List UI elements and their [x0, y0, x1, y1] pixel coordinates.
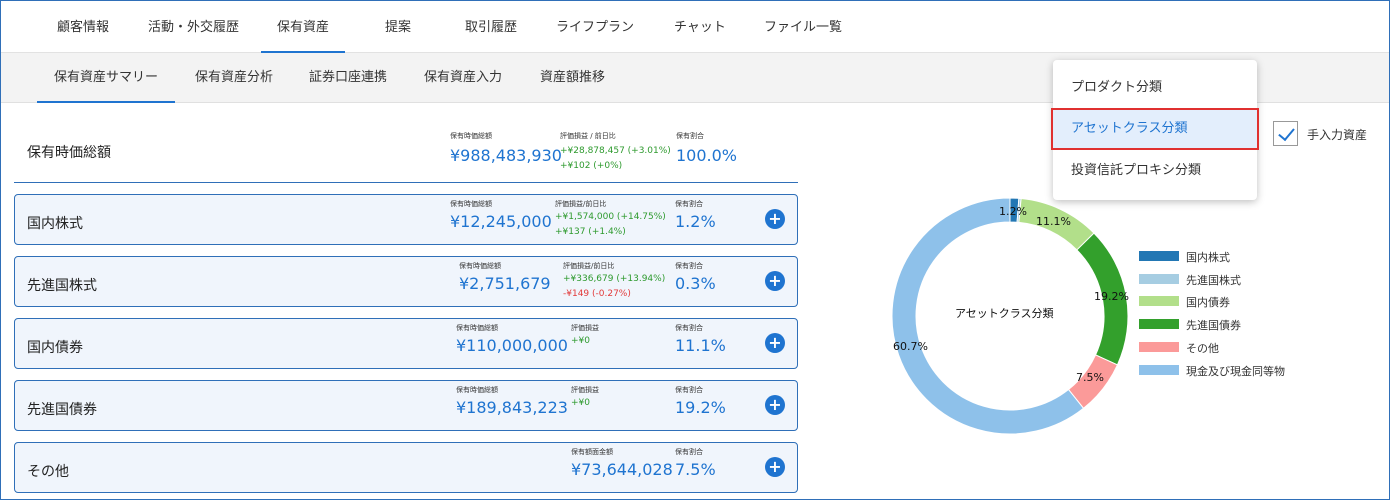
value-label: 保有時価総額	[456, 386, 498, 394]
legend-swatch	[1139, 342, 1179, 352]
ratio-label: 保有割合	[675, 386, 703, 394]
ratio: 11.1%	[675, 336, 726, 355]
tab-transaction-history[interactable]: 取引履歴	[465, 20, 518, 35]
total-day-change: +¥102 (+0%)	[560, 161, 623, 171]
chart-center-label: アセットクラス分類	[955, 307, 1054, 320]
total-pl: +¥28,878,457 (+3.01%)	[560, 146, 671, 156]
asset-class-donut-chart	[891, 197, 1129, 435]
pl: +¥336,679 (+13.94%)	[563, 274, 666, 284]
ratio: 7.5%	[675, 460, 716, 479]
card-title: 国内株式	[27, 216, 83, 232]
menu-item-asset-class-classification[interactable]: アセットクラス分類	[1051, 108, 1259, 150]
total-pl-label: 評価損益 / 前日比	[560, 132, 616, 140]
total-title: 保有時価総額	[27, 145, 111, 161]
tab-holdings[interactable]: 保有資産	[260, 1, 346, 53]
asset-card-other[interactable]: その他 保有額面金額 ¥73,644,028 保有割合 7.5% +	[14, 442, 798, 493]
total-value: ¥988,483,930	[450, 146, 562, 165]
ratio-label: 保有割合	[675, 324, 703, 332]
ratio-label: 保有割合	[675, 200, 703, 208]
value-label: 保有時価総額	[459, 262, 501, 270]
total-ratio-label: 保有割合	[676, 132, 704, 140]
legend-label: 国内株式	[1186, 251, 1230, 264]
legend-swatch	[1139, 251, 1179, 261]
manual-input-label: 手入力資産	[1307, 128, 1368, 142]
asset-card-domestic-stock[interactable]: 国内株式 保有時価総額 ¥12,245,000 評価損益/前日比 +¥1,574…	[14, 194, 798, 245]
value-label: 保有時価総額	[456, 324, 498, 332]
ratio: 1.2%	[675, 212, 716, 231]
plus-circle-icon[interactable]: +	[765, 395, 785, 415]
value: ¥2,751,679	[459, 274, 551, 293]
pl: +¥0	[571, 336, 590, 346]
asset-card-developed-stock[interactable]: 先進国株式 保有時価総額 ¥2,751,679 評価損益/前日比 +¥336,6…	[14, 256, 798, 307]
donut-slice	[891, 197, 1085, 435]
card-title: 先進国株式	[27, 278, 97, 294]
asset-card-domestic-bond[interactable]: 国内債券 保有時価総額 ¥110,000,000 評価損益 +¥0 保有割合 1…	[14, 318, 798, 369]
pl-label: 評価損益	[571, 386, 599, 394]
classification-dropdown-menu: プロダクト分類 アセットクラス分類 投資信託プロキシ分類	[1051, 60, 1259, 200]
pl-label: 評価損益	[571, 324, 599, 332]
value: ¥110,000,000	[456, 336, 568, 355]
tab-proposal[interactable]: 提案	[385, 20, 412, 35]
total-value-label: 保有時価総額	[450, 132, 492, 140]
card-title: その他	[27, 464, 69, 480]
slice-label-domestic-bond: 11.1%	[1036, 215, 1071, 228]
subtab-securities-link[interactable]: 証券口座連携	[309, 70, 388, 85]
menu-item-fund-proxy-classification[interactable]: 投資信託プロキシ分類	[1071, 163, 1202, 178]
pl-label: 評価損益/前日比	[563, 262, 615, 270]
ratio-label: 保有割合	[675, 262, 703, 270]
tab-activity-history[interactable]: 活動・外交履歴	[148, 20, 240, 35]
slice-label-other: 7.5%	[1076, 371, 1104, 384]
subtab-holdings-summary[interactable]: 保有資産サマリー	[36, 53, 176, 103]
day-change: -¥149 (-0.27%)	[563, 289, 631, 299]
tab-customer-info[interactable]: 顧客情報	[57, 20, 110, 35]
legend-label: 現金及び現金同等物	[1186, 365, 1285, 378]
legend-swatch	[1139, 274, 1179, 284]
plus-circle-icon[interactable]: +	[765, 457, 785, 477]
ratio: 19.2%	[675, 398, 726, 417]
pl: +¥1,574,000 (+14.75%)	[555, 212, 666, 222]
legend-swatch	[1139, 296, 1179, 306]
divider	[14, 182, 798, 183]
day-change: +¥137 (+1.4%)	[555, 227, 626, 237]
value-label: 保有額面金額	[571, 448, 613, 456]
plus-circle-icon[interactable]: +	[765, 271, 785, 291]
tab-chat[interactable]: チャット	[674, 20, 726, 35]
slice-label-domestic-stock: 1.2%	[999, 205, 1027, 218]
plus-circle-icon[interactable]: +	[765, 333, 785, 353]
menu-item-product-classification[interactable]: プロダクト分類	[1071, 80, 1163, 95]
value: ¥12,245,000	[450, 212, 552, 231]
subtab-holdings-input[interactable]: 保有資産入力	[424, 70, 503, 85]
value: ¥189,843,223	[456, 398, 568, 417]
legend-swatch	[1139, 365, 1179, 375]
pl: +¥0	[571, 398, 590, 408]
value: ¥73,644,028	[571, 460, 673, 479]
plus-circle-icon[interactable]: +	[765, 209, 785, 229]
ratio-label: 保有割合	[675, 448, 703, 456]
legend-label: 先進国債券	[1186, 319, 1241, 332]
subtab-asset-trend[interactable]: 資産額推移	[540, 70, 606, 85]
tab-life-plan[interactable]: ライフプラン	[556, 20, 635, 35]
manual-input-checkbox[interactable]	[1273, 121, 1298, 146]
value-label: 保有時価総額	[450, 200, 492, 208]
top-tab-bar: 顧客情報 活動・外交履歴 保有資産 提案 取引履歴 ライフプラン チャット ファ…	[1, 1, 1389, 53]
pl-label: 評価損益/前日比	[555, 200, 607, 208]
total-ratio: 100.0%	[676, 146, 738, 165]
card-title: 国内債券	[27, 340, 83, 356]
subtab-holdings-analysis[interactable]: 保有資産分析	[195, 70, 274, 85]
ratio: 0.3%	[675, 274, 716, 293]
legend-label: その他	[1186, 342, 1219, 355]
asset-card-developed-bond[interactable]: 先進国債券 保有時価総額 ¥189,843,223 評価損益 +¥0 保有割合 …	[14, 380, 798, 431]
legend-label: 先進国株式	[1186, 274, 1241, 287]
tab-file-list[interactable]: ファイル一覧	[764, 20, 843, 35]
legend-label: 国内債券	[1186, 296, 1230, 309]
card-title: 先進国債券	[27, 402, 97, 418]
slice-label-developed-bond: 19.2%	[1094, 290, 1129, 303]
slice-label-cash: 60.7%	[893, 340, 928, 353]
legend-swatch	[1139, 319, 1179, 329]
